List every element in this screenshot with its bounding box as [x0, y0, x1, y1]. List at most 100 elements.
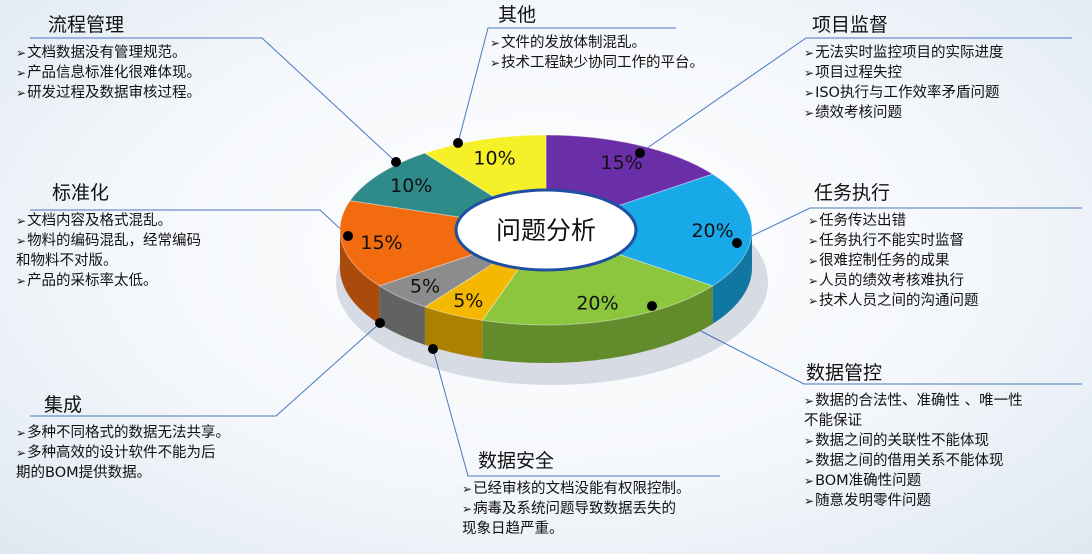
bullet-arrow-icon: ➢ [808, 254, 819, 268]
group-items: ➢文档内容及格式混乱。 ➢物料的编码混乱，经常编码 和物料不对版。 ➢产品的采标率太… [16, 211, 201, 291]
list-item-text: 文档数据没有管理规范。 [27, 45, 187, 61]
list-item-text: 项目过程失控 [815, 65, 903, 81]
list-item-text: 研发过程及数据审核过程。 [27, 85, 202, 101]
list-item-text: 文件的发放体制混乱。 [501, 35, 647, 51]
bullet-arrow-icon: ➢ [462, 482, 473, 496]
group-items: ➢任务传达出错 ➢任务执行不能实时监督 ➢很难控制任务的成果 ➢人员的绩效考核难执行 ➢… [808, 211, 979, 311]
list-item-text: 很难控制任务的成果 [819, 253, 950, 269]
list-item: ➢病毒及系统问题导致数据丢失的 现象日趋严重。 [462, 499, 691, 539]
bullet-arrow-icon: ➢ [808, 214, 819, 228]
group-xiangmu: 项目监督 ➢无法实时监控项目的实际进度 ➢项目过程失控 ➢ISO执行与工作效率矛盾问… [804, 10, 1004, 123]
list-item-text: 任务执行不能实时监督 [819, 233, 965, 249]
list-item: ➢数据之间的关联性不能体现 [804, 431, 1023, 451]
list-item-text: 技术人员之间的沟通问题 [819, 293, 979, 309]
list-item: ➢产品的采标率太低。 [16, 271, 201, 291]
group-title: 标准化 [52, 182, 110, 204]
leader-dot [375, 318, 385, 328]
group-liucheng: 流程管理 ➢文档数据没有管理规范。 ➢产品信息标准化很难体现。 ➢研发过程及数据审核… [16, 10, 201, 103]
list-item: ➢很难控制任务的成果 [808, 251, 979, 271]
list-item-text: 物料的编码混乱，经常编码 和物料不对版。 [16, 233, 202, 269]
group-biaozhun: 标准化 ➢文档内容及格式混乱。 ➢物料的编码混乱，经常编码 和物料不对版。 ➢产品的… [16, 178, 201, 291]
bullet-arrow-icon: ➢ [16, 214, 27, 228]
list-item-text: 数据的合法性、准确性 、唯一性 不能保证 [804, 393, 1023, 429]
list-item: ➢数据的合法性、准确性 、唯一性 不能保证 [804, 391, 1023, 431]
list-item: ➢任务执行不能实时监督 [808, 231, 979, 251]
list-item: ➢技术工程缺少协同工作的平台。 [490, 53, 704, 73]
group-guankong: 数据管控 ➢数据的合法性、准确性 、唯一性 不能保证 ➢数据之间的关联性不能体现 ➢… [804, 358, 1023, 511]
list-item: ➢任务传达出错 [808, 211, 979, 231]
pie-slice [544, 173, 753, 287]
group-items: ➢多种不同格式的数据无法共享。 ➢多种高效的设计软件不能为后 期的BOM提供数据。 [16, 423, 230, 483]
pie-slice-side [712, 230, 752, 324]
list-item-text: BOM准确性问题 [815, 473, 922, 489]
list-item-text: 随意发明零件问题 [815, 493, 932, 509]
pie-slice-side [379, 285, 425, 345]
list-item-text: 多种高效的设计软件不能为后 期的BOM提供数据。 [16, 445, 216, 481]
bullet-arrow-icon: ➢ [804, 454, 815, 468]
list-item: ➢文档内容及格式混乱。 [16, 211, 201, 231]
center-hole [454, 188, 638, 272]
list-item: ➢ISO执行与工作效率矛盾问题 [804, 83, 1004, 103]
leader-dot [343, 231, 353, 241]
list-item: ➢技术人员之间的沟通问题 [808, 291, 979, 311]
chart-title: 问题分析 [496, 216, 596, 245]
group-title: 数据管控 [806, 362, 883, 384]
list-item: ➢产品信息标准化很难体现。 [16, 63, 201, 83]
list-item: ➢数据之间的借用关系不能体现 [804, 451, 1023, 471]
pie-slice-side [424, 306, 483, 359]
bullet-arrow-icon: ➢ [804, 106, 815, 120]
list-item-text: 文档内容及格式混乱。 [27, 213, 173, 229]
list-item: ➢已经审核的文档没能有权限控制。 [462, 479, 691, 499]
list-item: ➢绩效考核问题 [804, 103, 1004, 123]
bullet-arrow-icon: ➢ [804, 46, 815, 60]
slice-value-label: 10% [473, 147, 515, 169]
list-item: ➢BOM准确性问题 [804, 471, 1023, 491]
bullet-arrow-icon: ➢ [16, 426, 27, 440]
list-item-text: 数据之间的借用关系不能体现 [815, 453, 1004, 469]
group-title: 其他 [498, 4, 537, 26]
bullet-arrow-icon: ➢ [804, 494, 815, 508]
leader-dot [453, 138, 463, 148]
bullet-arrow-icon: ➢ [16, 446, 27, 460]
group-items: ➢文档数据没有管理规范。 ➢产品信息标准化很难体现。 ➢研发过程及数据审核过程。 [16, 43, 201, 103]
list-item: ➢文档数据没有管理规范。 [16, 43, 201, 63]
list-item-text: 病毒及系统问题导致数据丢失的 现象日趋严重。 [462, 501, 677, 537]
group-items: ➢数据的合法性、准确性 、唯一性 不能保证 ➢数据之间的关联性不能体现 ➢数据之间的… [804, 391, 1023, 511]
leader-dot [635, 148, 645, 158]
list-item-text: ISO执行与工作效率矛盾问题 [815, 85, 1000, 101]
group-title: 流程管理 [48, 14, 125, 36]
slice-value-label: 5% [453, 290, 483, 312]
bullet-arrow-icon: ➢ [16, 66, 27, 80]
slice-value-label: 10% [390, 175, 432, 197]
bullet-arrow-icon: ➢ [808, 294, 819, 308]
pie-slice [339, 200, 547, 287]
group-items: ➢无法实时监控项目的实际进度 ➢项目过程失控 ➢ISO执行与工作效率矛盾问题 ➢绩效考… [804, 43, 1004, 123]
list-item-text: 人员的绩效考核难执行 [819, 273, 965, 289]
bullet-arrow-icon: ➢ [808, 274, 819, 288]
bullet-arrow-icon: ➢ [490, 36, 501, 50]
list-item-text: 产品的采标率太低。 [27, 273, 158, 289]
bullet-arrow-icon: ➢ [16, 86, 27, 100]
group-renwu: 任务执行 ➢任务传达出错 ➢任务执行不能实时监督 ➢很难控制任务的成果 ➢人员的绩效考… [808, 178, 979, 311]
list-item-text: 绩效考核问题 [815, 105, 903, 121]
slice-value-label: 20% [576, 293, 618, 315]
list-item-text: 数据之间的关联性不能体现 [815, 433, 990, 449]
bullet-arrow-icon: ➢ [804, 434, 815, 448]
slice-value-label: 20% [691, 220, 733, 242]
list-item-text: 任务传达出错 [819, 213, 907, 229]
list-item: ➢无法实时监控项目的实际进度 [804, 43, 1004, 63]
pie-slice-side [340, 230, 380, 324]
group-title: 任务执行 [814, 182, 891, 204]
group-title: 数据安全 [478, 450, 555, 472]
bullet-arrow-icon: ➢ [804, 394, 815, 408]
bullet-arrow-icon: ➢ [808, 234, 819, 248]
list-item: ➢多种不同格式的数据无法共享。 [16, 423, 230, 443]
bullet-arrow-icon: ➢ [804, 66, 815, 80]
bullet-arrow-icon: ➢ [16, 274, 27, 288]
leader-dot [647, 301, 657, 311]
list-item: ➢人员的绩效考核难执行 [808, 271, 979, 291]
slice-value-label: 15% [600, 152, 642, 174]
group-title: 集成 [44, 394, 83, 416]
list-item-text: 已经审核的文档没能有权限控制。 [473, 481, 691, 497]
